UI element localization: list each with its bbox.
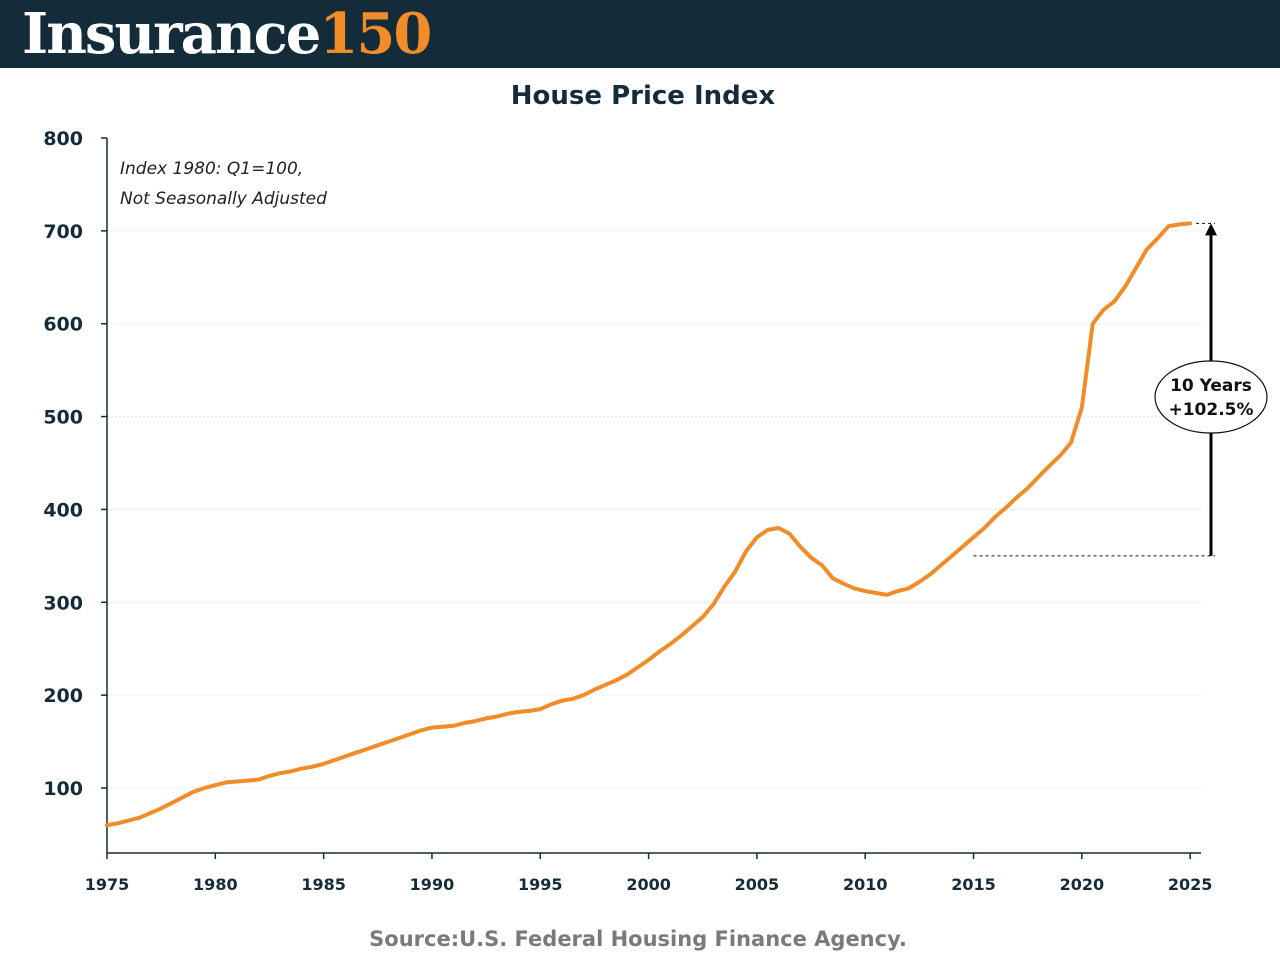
brand-logo[interactable]: Insurance150 bbox=[22, 0, 432, 70]
x-tick-label: 2005 bbox=[735, 875, 780, 894]
y-tick-label: 500 bbox=[43, 407, 83, 429]
x-tick-label: 1985 bbox=[301, 875, 346, 894]
y-tick-label: 200 bbox=[43, 685, 83, 707]
callout-bubble bbox=[1154, 360, 1268, 434]
y-tick-label: 300 bbox=[43, 592, 83, 614]
y-tick-label: 100 bbox=[43, 778, 83, 800]
site-header: Insurance150 bbox=[0, 0, 1280, 68]
x-tick-label: 1990 bbox=[410, 875, 455, 894]
y-tick-label: 600 bbox=[43, 314, 83, 336]
chart-title: House Price Index bbox=[510, 81, 776, 111]
brand-number: 150 bbox=[319, 1, 432, 67]
x-tick-label: 2000 bbox=[626, 875, 671, 894]
source-note: Source:U.S. Federal Housing Finance Agen… bbox=[369, 927, 907, 951]
y-tick-label: 800 bbox=[43, 128, 83, 150]
x-tick-label: 1975 bbox=[85, 875, 130, 894]
y-tick-label: 400 bbox=[43, 499, 83, 521]
callout-text-line: +102.5% bbox=[1168, 400, 1253, 420]
change-arrow-head bbox=[1205, 223, 1217, 236]
x-tick-label: 1995 bbox=[518, 875, 563, 894]
brand-name: Insurance bbox=[22, 1, 321, 67]
x-tick-label: 2015 bbox=[951, 875, 996, 894]
chart-note-line: Index 1980: Q1=100, bbox=[120, 159, 303, 179]
chart-note-line: Not Seasonally Adjusted bbox=[120, 189, 327, 209]
x-tick-label: 2025 bbox=[1168, 875, 1213, 894]
x-tick-label: 2010 bbox=[843, 875, 888, 894]
y-tick-label: 700 bbox=[43, 221, 83, 243]
x-tick-label: 1980 bbox=[193, 875, 238, 894]
x-tick-label: 2020 bbox=[1060, 875, 1105, 894]
callout-text-line: 10 Years bbox=[1170, 376, 1252, 396]
series-line bbox=[105, 221, 1193, 828]
